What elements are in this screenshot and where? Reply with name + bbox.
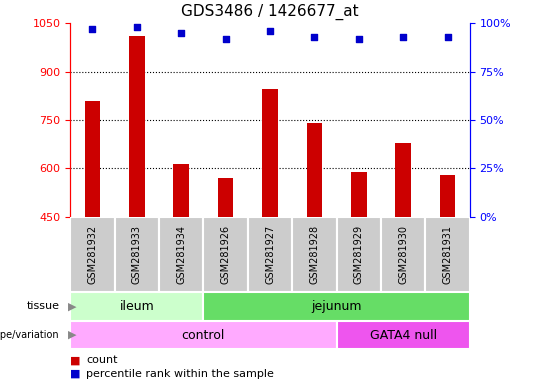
Text: percentile rank within the sample: percentile rank within the sample [86, 369, 274, 379]
FancyBboxPatch shape [336, 217, 381, 292]
FancyBboxPatch shape [70, 217, 114, 292]
Text: genotype/variation: genotype/variation [0, 330, 59, 340]
Text: GSM281928: GSM281928 [309, 225, 319, 284]
Bar [173, 164, 189, 217]
Bar [70, 217, 470, 292]
Point [88, 26, 97, 32]
Text: GSM281929: GSM281929 [354, 225, 364, 284]
Bar [204, 292, 470, 321]
Text: ■: ■ [70, 369, 80, 379]
Bar [70, 292, 204, 321]
FancyBboxPatch shape [426, 217, 470, 292]
FancyBboxPatch shape [292, 217, 336, 292]
Point [354, 35, 363, 41]
Bar [395, 142, 411, 217]
Point [132, 24, 141, 30]
Bar [129, 36, 145, 217]
Point [221, 35, 230, 41]
Text: GSM281927: GSM281927 [265, 225, 275, 284]
Text: ▶: ▶ [68, 330, 76, 340]
Text: ■: ■ [70, 355, 80, 365]
FancyBboxPatch shape [204, 217, 248, 292]
FancyBboxPatch shape [248, 217, 292, 292]
Point [399, 33, 408, 40]
FancyBboxPatch shape [114, 217, 159, 292]
Text: GSM281930: GSM281930 [398, 225, 408, 284]
Bar [70, 321, 336, 349]
Point [443, 33, 452, 40]
Bar [218, 178, 233, 217]
Point [310, 33, 319, 40]
Bar [351, 172, 367, 217]
FancyBboxPatch shape [381, 217, 426, 292]
Bar [440, 175, 455, 217]
Text: GSM281933: GSM281933 [132, 225, 142, 284]
Text: tissue: tissue [26, 301, 59, 311]
Text: jejunum: jejunum [312, 300, 362, 313]
Text: count: count [86, 355, 118, 365]
Bar [336, 321, 470, 349]
Bar [262, 89, 278, 217]
Point [177, 30, 186, 36]
Bar [307, 123, 322, 217]
Text: ▶: ▶ [68, 301, 76, 311]
Bar [85, 101, 100, 217]
Text: control: control [182, 329, 225, 341]
Text: ileum: ileum [119, 300, 154, 313]
Text: GATA4 null: GATA4 null [370, 329, 437, 341]
Text: GSM281934: GSM281934 [176, 225, 186, 284]
Point [266, 28, 274, 34]
Text: GSM281931: GSM281931 [443, 225, 453, 284]
Title: GDS3486 / 1426677_at: GDS3486 / 1426677_at [181, 4, 359, 20]
FancyBboxPatch shape [159, 217, 204, 292]
Text: GSM281926: GSM281926 [221, 225, 231, 284]
Text: GSM281932: GSM281932 [87, 225, 97, 284]
